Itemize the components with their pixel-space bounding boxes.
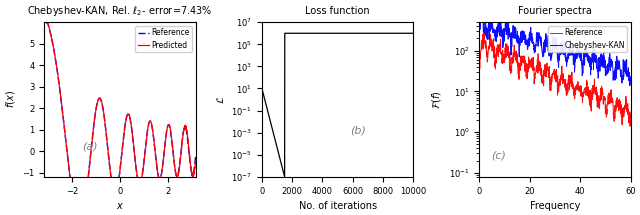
Legend: Reference, Predicted: Reference, Predicted	[135, 26, 192, 52]
Chebyshev-KAN	[479, 8, 486, 10]
Reference	[606, 98, 614, 100]
Predicted	[49, 40, 56, 43]
Reference	[41, 21, 49, 23]
Reference	[476, 60, 483, 62]
Reference	[49, 41, 56, 43]
Reference	[591, 78, 598, 80]
Legend: Reference, Chebyshev-KAN: Reference, Chebyshev-KAN	[548, 26, 627, 52]
Title: Fourier spectra: Fourier spectra	[518, 6, 592, 16]
Chebyshev-KAN	[627, 75, 635, 78]
Reference	[115, 183, 122, 185]
Chebyshev-KAN	[591, 56, 598, 58]
Predicted	[41, 21, 49, 23]
Title: Chebyshev-KAN, Rel. $\ell_2$- error=7.43%: Chebyshev-KAN, Rel. $\ell_2$- error=7.43…	[28, 4, 213, 18]
Reference	[160, 156, 168, 158]
Chebyshev-KAN	[485, 25, 493, 27]
Predicted	[192, 160, 200, 162]
Chebyshev-KAN	[572, 56, 580, 59]
Reference	[626, 125, 634, 127]
Reference	[188, 170, 195, 172]
Line: Predicted: Predicted	[45, 22, 196, 215]
Title: Loss function: Loss function	[305, 6, 370, 16]
Predicted	[160, 156, 168, 158]
Reference	[480, 29, 488, 31]
Reference	[485, 47, 493, 49]
Text: (a): (a)	[83, 141, 98, 151]
Chebyshev-KAN	[606, 60, 614, 62]
Predicted	[188, 170, 195, 172]
Predicted	[110, 192, 118, 195]
Reference	[572, 88, 580, 91]
Reference	[568, 77, 575, 80]
Predicted	[41, 21, 49, 23]
Reference	[564, 83, 572, 85]
Chebyshev-KAN	[564, 60, 572, 62]
Reference	[627, 114, 635, 116]
X-axis label: No. of iterations: No. of iterations	[298, 201, 377, 211]
Line: Reference: Reference	[479, 30, 631, 126]
Line: Reference: Reference	[45, 22, 196, 215]
Reference	[188, 170, 195, 173]
Reference	[110, 192, 118, 194]
Y-axis label: $f(x)$: $f(x)$	[4, 91, 17, 109]
Chebyshev-KAN	[626, 84, 634, 87]
Reference	[192, 155, 200, 158]
X-axis label: $x$: $x$	[116, 201, 124, 211]
Predicted	[188, 169, 195, 172]
X-axis label: Frequency: Frequency	[530, 201, 580, 211]
Text: (c): (c)	[492, 150, 506, 160]
Line: Chebyshev-KAN: Chebyshev-KAN	[479, 9, 631, 86]
Chebyshev-KAN	[568, 52, 575, 55]
Y-axis label: $\mathcal{L}$: $\mathcal{L}$	[214, 95, 226, 104]
Predicted	[115, 183, 122, 185]
Y-axis label: $\mathcal{F}(f)$: $\mathcal{F}(f)$	[430, 90, 444, 109]
Text: (b): (b)	[349, 126, 365, 135]
Chebyshev-KAN	[476, 17, 483, 20]
